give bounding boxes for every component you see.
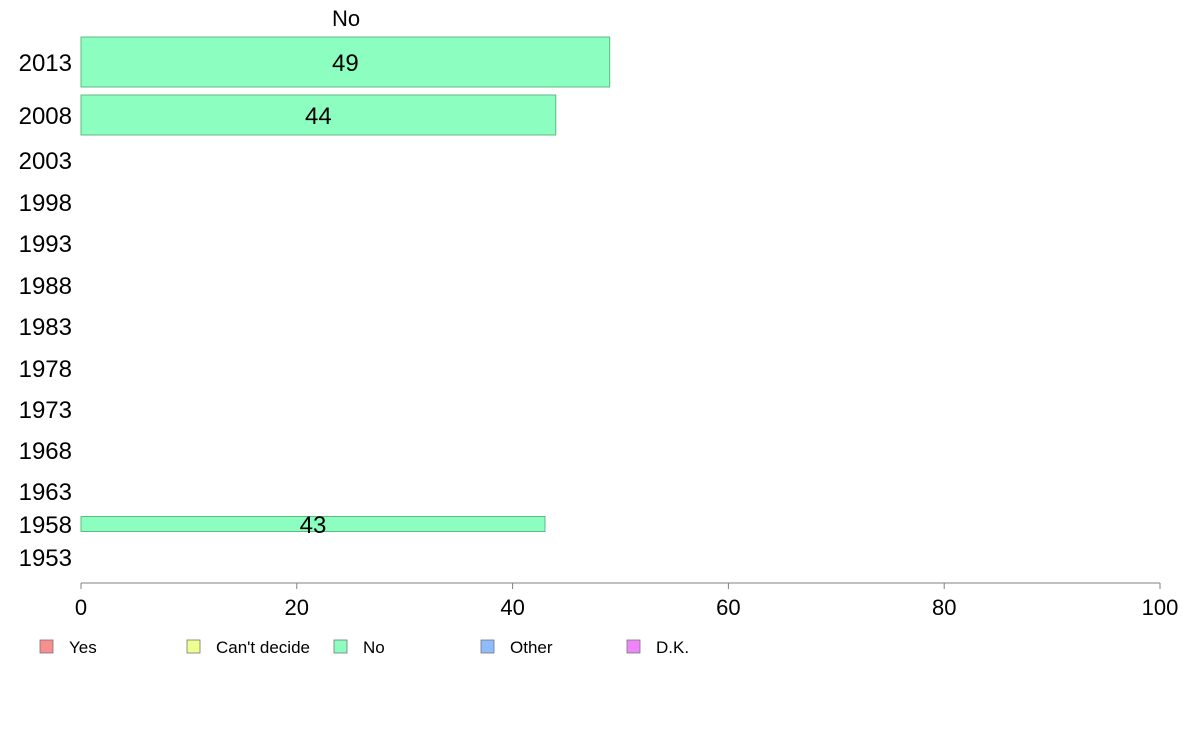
legend-swatch [480,639,495,654]
bar [80,516,546,532]
legend-item: Yes [39,638,97,657]
y-tick-label: 1988 [19,273,72,300]
y-tick-label: 1983 [19,314,72,341]
x-tick-label: 80 [932,595,956,620]
panel-title: No [332,6,360,31]
x-tick-label: 20 [285,595,309,620]
legend: Yes Can't decide No Other D.K. [39,638,689,657]
y-axis-labels: 2013 2008 2003 1998 1993 1988 1983 1978 1973 1968… [19,50,72,572]
legend-swatch [39,639,54,654]
y-tick-label: 1958 [19,512,72,539]
legend-label: Other [510,638,553,657]
bar-value-label: 49 [332,50,359,77]
legend-item: D.K. [626,638,689,657]
legend-swatch [333,639,348,654]
bar [80,36,611,88]
bar [80,94,557,136]
bar-value-label: 44 [305,103,332,130]
x-tick-label: 60 [716,595,740,620]
bars [80,36,611,532]
legend-item: Can't decide [186,638,310,657]
y-tick-label: 1998 [19,190,72,217]
x-tick-label: 0 [75,595,87,620]
y-tick-label: 1993 [19,231,72,258]
y-tick-label: 1968 [19,438,72,465]
y-tick-label: 1963 [19,479,72,506]
x-tick-label: 100 [1142,595,1179,620]
y-tick-label: 2013 [19,50,72,77]
legend-label: Can't decide [216,638,310,657]
y-tick-label: 1953 [19,545,72,572]
legend-label: No [363,638,385,657]
y-tick-label: 2003 [19,148,72,175]
bar-value-label: 43 [300,512,327,539]
legend-label: D.K. [656,638,689,657]
x-tick-label: 40 [500,595,524,620]
legend-swatch [186,639,201,654]
y-tick-label: 1973 [19,397,72,424]
legend-item: No [333,638,385,657]
legend-item: Other [480,638,553,657]
x-axis: 0 20 40 60 80 100 [75,582,1179,620]
y-tick-label: 1978 [19,356,72,383]
legend-swatch [626,639,641,654]
legend-label: Yes [69,638,97,657]
y-tick-label: 2008 [19,103,72,130]
